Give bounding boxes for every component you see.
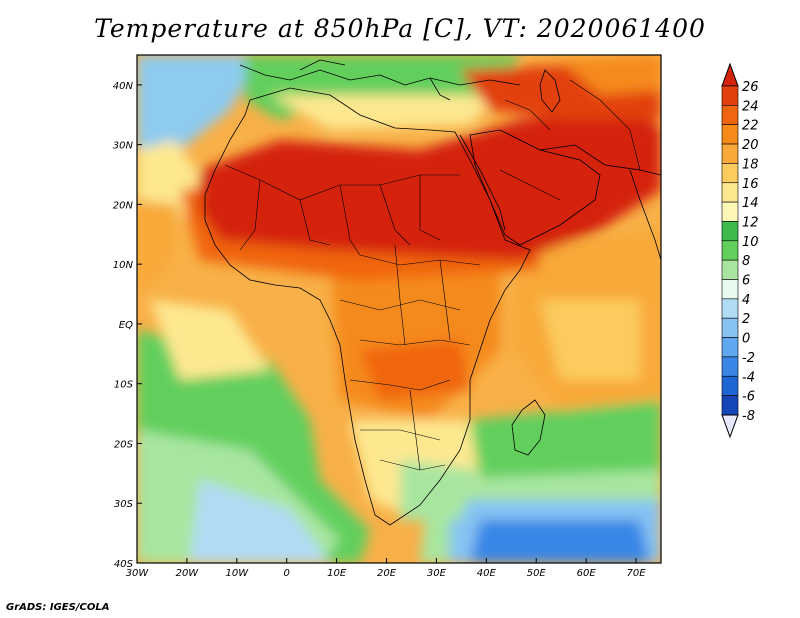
lon-tick-label: 0 — [284, 568, 290, 579]
colorbar-swatch — [721, 85, 739, 106]
axis-ticks: 30W 20W 10W 0 10E 20E 30E 40E 50E 60E 70E 40N 30N 20N… — [113, 81, 646, 579]
lon-tick-label: 20W — [176, 568, 200, 579]
colorbar-swatch — [721, 395, 739, 416]
colorbar-label: -4 — [742, 370, 755, 385]
colorbar-swatch — [721, 279, 739, 300]
colorbar-label: 10 — [742, 235, 759, 250]
colorbar-swatch — [721, 201, 739, 222]
map-frame — [136, 54, 662, 564]
colorbar-swatch — [721, 221, 739, 242]
colorbar-label: 4 — [742, 293, 750, 308]
lon-tick-label: 60E — [577, 568, 597, 579]
lon-tick-label: 70E — [627, 568, 647, 579]
colorbar-swatch — [721, 337, 739, 358]
lon-tick-label: 20E — [377, 568, 397, 579]
colorbar-swatch — [721, 124, 739, 145]
colorbar-label: -6 — [742, 390, 755, 405]
colorbar-swatch — [721, 317, 739, 338]
colorbar-label: 2 — [742, 312, 750, 327]
colorbar-label: -2 — [742, 351, 755, 366]
lon-tick-label: 40E — [477, 568, 497, 579]
lon-tick-label: 10W — [225, 568, 249, 579]
colorbar-label: 18 — [742, 157, 759, 172]
lat-tick-label: 20N — [113, 200, 134, 211]
credit-text: GrADS: IGES/COLA — [6, 602, 110, 613]
lat-tick-label: 10N — [113, 260, 134, 271]
colorbar-swatch — [721, 298, 739, 319]
colorbar-swatch — [721, 356, 739, 377]
colorbar-swatch — [721, 240, 739, 261]
temperature-field — [137, 55, 661, 563]
lon-tick-label: 50E — [527, 568, 547, 579]
colorbar-bottom-arrow — [721, 414, 739, 439]
colorbar-swatch — [721, 375, 739, 396]
lat-tick-label: 30N — [113, 141, 134, 152]
lon-tick-label: 30W — [126, 568, 150, 579]
colorbar-label: 26 — [742, 80, 759, 95]
colorbar-label: 24 — [742, 99, 759, 114]
chart-title: Temperature at 850hPa [C], VT: 202006140… — [94, 14, 706, 43]
lat-tick-label: 40N — [113, 81, 134, 92]
country-borders — [224, 79, 641, 471]
colorbar-swatch — [721, 259, 739, 280]
colorbar-label: 0 — [742, 332, 750, 347]
lat-tick-label: 20S — [114, 439, 134, 450]
lon-tick-label: 10E — [327, 568, 347, 579]
colorbar-label: 12 — [742, 215, 759, 230]
colorbar-label: 20 — [742, 138, 759, 153]
colorbar-swatch — [721, 105, 739, 125]
coastlines — [204, 59, 661, 526]
lon-tick-label: 30E — [427, 568, 447, 579]
colorbar-swatch — [721, 143, 739, 164]
colorbar-label: 14 — [742, 196, 759, 211]
lat-tick-label: EQ — [119, 320, 133, 331]
colorbar-label: -8 — [742, 409, 755, 424]
colorbar-top-arrow — [721, 62, 739, 87]
colorbar-label: 16 — [742, 177, 759, 192]
colorbar-swatch — [721, 182, 739, 203]
lat-tick-label: 10S — [114, 380, 134, 391]
colorbar-swatch — [721, 163, 739, 184]
lat-tick-label: 40S — [114, 559, 134, 570]
colorbar-label: 6 — [742, 274, 750, 289]
colorbar-label: 8 — [742, 254, 750, 269]
lat-tick-label: 30S — [114, 499, 134, 510]
colorbar-label: 22 — [742, 119, 759, 134]
